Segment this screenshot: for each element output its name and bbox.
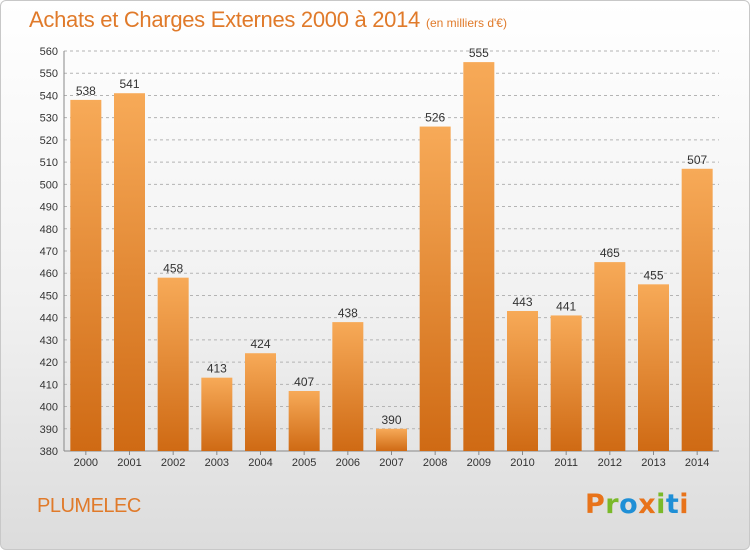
chart-title: Achats et Charges Externes 2000 à 2014 (29, 7, 420, 32)
y-tick-label: 440 (40, 313, 58, 325)
x-tick-label: 2002 (161, 457, 185, 469)
logo-letter: o (619, 489, 639, 520)
bar (288, 391, 320, 451)
x-tick-label: 2009 (467, 457, 491, 469)
bar-value-label: 443 (512, 295, 532, 309)
y-tick-label: 400 (40, 402, 58, 414)
y-tick-label: 500 (40, 179, 58, 191)
y-tick-label: 490 (40, 202, 58, 214)
bar-value-label: 413 (207, 362, 227, 376)
y-tick-label: 390 (40, 424, 58, 436)
bar-value-label: 465 (600, 246, 620, 260)
chart-title-block: Achats et Charges Externes 2000 à 2014 (e… (29, 7, 507, 33)
y-tick-label: 420 (40, 357, 58, 369)
proxiti-logo[interactable]: Proxiti (585, 489, 689, 520)
x-tick-label: 2013 (641, 457, 665, 469)
x-tick-label: 2004 (248, 457, 272, 469)
commune-name: PLUMELEC (37, 495, 141, 517)
bar (463, 62, 495, 451)
bar-value-label: 407 (294, 375, 314, 389)
bar (419, 126, 451, 452)
bar (594, 262, 626, 451)
x-tick-label: 2003 (205, 457, 229, 469)
logo-letter: P (585, 489, 606, 520)
y-tick-label: 380 (40, 446, 58, 458)
bar (376, 428, 407, 451)
bar-value-label: 541 (119, 77, 139, 91)
x-tick-label: 2008 (423, 457, 447, 469)
bar (550, 315, 582, 451)
x-tick-label: 2014 (685, 457, 709, 469)
logo-letter: i (656, 489, 666, 520)
bar-value-label: 424 (250, 337, 270, 351)
bar-value-label: 438 (338, 306, 358, 320)
unit-note: (en milliers d'€) (425, 16, 507, 30)
bar (114, 93, 145, 451)
y-tick-label: 410 (40, 379, 58, 391)
y-tick-label: 430 (40, 335, 58, 347)
bar-value-label: 390 (381, 413, 401, 427)
y-tick-label: 510 (40, 157, 58, 169)
x-tick-label: 2001 (117, 457, 141, 469)
y-tick-label: 550 (40, 68, 58, 80)
y-tick-label: 480 (40, 224, 58, 236)
x-tick-label: 2005 (292, 457, 316, 469)
bar (245, 353, 276, 451)
bar (332, 322, 364, 451)
x-tick-label: 2012 (598, 457, 622, 469)
y-tick-label: 470 (40, 246, 58, 258)
bar (70, 99, 102, 451)
bar (681, 168, 713, 451)
x-tick-label: 2007 (379, 457, 403, 469)
bar (638, 284, 669, 451)
bar (157, 277, 189, 451)
x-tick-label: 2011 (554, 457, 578, 469)
y-tick-label: 460 (40, 268, 58, 280)
bar-value-label: 441 (556, 299, 576, 313)
logo-letter: t (665, 489, 680, 520)
bar-value-label: 458 (163, 262, 183, 276)
y-tick-label: 520 (40, 135, 58, 147)
bar-value-label: 455 (643, 268, 663, 282)
y-tick-label: 540 (40, 90, 58, 102)
bar-value-label: 555 (469, 46, 489, 60)
logo-letter: r (605, 489, 620, 520)
bar-value-label: 507 (687, 153, 707, 167)
y-tick-label: 530 (40, 113, 58, 125)
bar-value-label: 538 (76, 84, 96, 98)
bar (201, 377, 233, 451)
logo-letter: x (638, 489, 657, 520)
bar-value-label: 526 (425, 111, 445, 125)
x-tick-label: 2000 (74, 457, 98, 469)
logo-letter: i (679, 489, 690, 520)
y-tick-label: 560 (40, 46, 58, 58)
x-tick-label: 2010 (510, 457, 534, 469)
y-tick-label: 450 (40, 290, 58, 302)
bar (507, 311, 538, 451)
x-tick-label: 2006 (336, 457, 360, 469)
